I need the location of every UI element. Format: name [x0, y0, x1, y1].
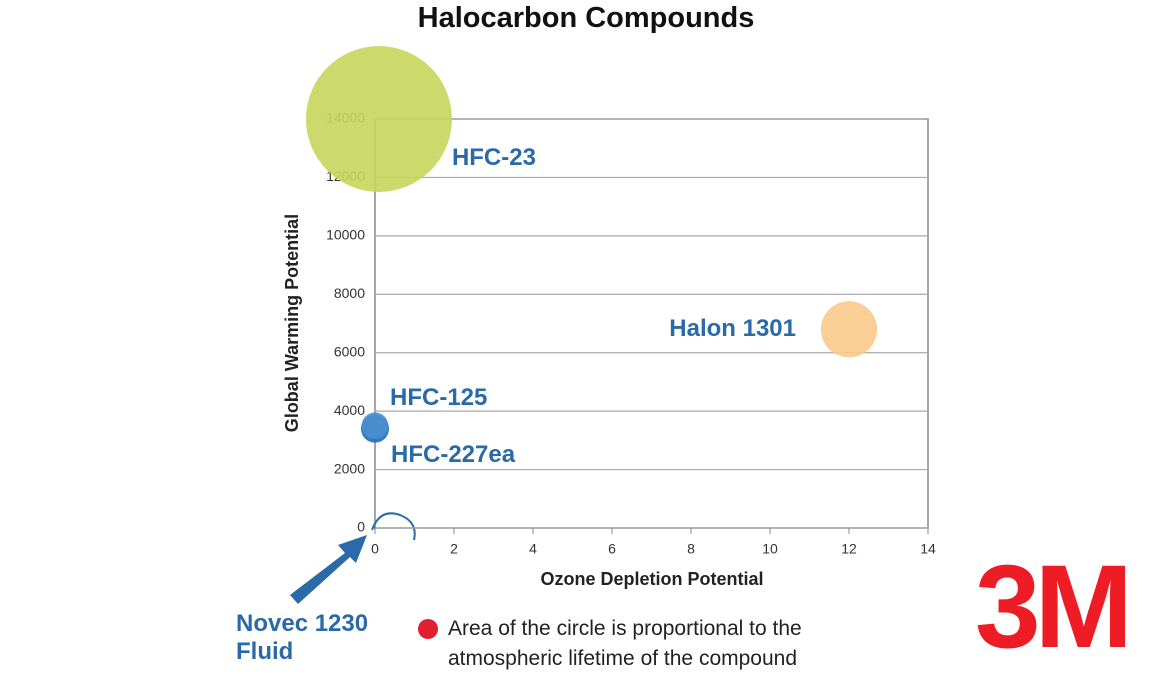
series-label: HFC-125: [390, 383, 488, 411]
series-label: Halon 1301: [669, 315, 796, 343]
note: Area of the circle is proportional to th…: [448, 617, 802, 670]
bubble: [374, 527, 376, 529]
x-tick-label: 4: [529, 541, 537, 557]
x-tick-label: 10: [762, 541, 778, 557]
y-tick-label: 2000: [334, 460, 365, 476]
x-tick-label: 2: [450, 541, 458, 557]
y-tick-label: 0: [357, 519, 365, 535]
x-tick-label: 6: [608, 541, 616, 557]
arrow: [290, 535, 367, 604]
novec-ring: [371, 512, 416, 541]
bubble: [305, 46, 452, 192]
chart: Ozone Depletion Potential Global Warming…: [282, 46, 936, 604]
x-tick-label: 12: [841, 541, 857, 557]
logo: 3M: [975, 541, 1133, 673]
y-tick-label: 10000: [326, 227, 365, 243]
bubble: [820, 301, 878, 358]
chart-title: Halocarbon Compounds: [417, 2, 755, 34]
note-marker: [418, 619, 438, 639]
x-axis-label: Ozone Depletion Potential: [540, 569, 763, 589]
x-tick-label: 14: [920, 541, 936, 557]
y-tick-label: 8000: [334, 285, 365, 301]
series-label: Novec 1230 Fluid: [236, 610, 369, 665]
x-tick-label: 0: [371, 541, 379, 557]
y-tick-label: 6000: [334, 343, 365, 359]
y-axis-label: Global Warming Potential: [282, 214, 302, 432]
x-tick-label: 8: [687, 541, 695, 557]
series-label: HFC-23: [451, 144, 536, 171]
bubble: [361, 412, 389, 440]
series-label: HFC-227ea: [391, 440, 516, 468]
y-tick-label: 4000: [334, 402, 365, 418]
page: Halocarbon Compounds Ozone Depletion Pot…: [236, 2, 1133, 670]
